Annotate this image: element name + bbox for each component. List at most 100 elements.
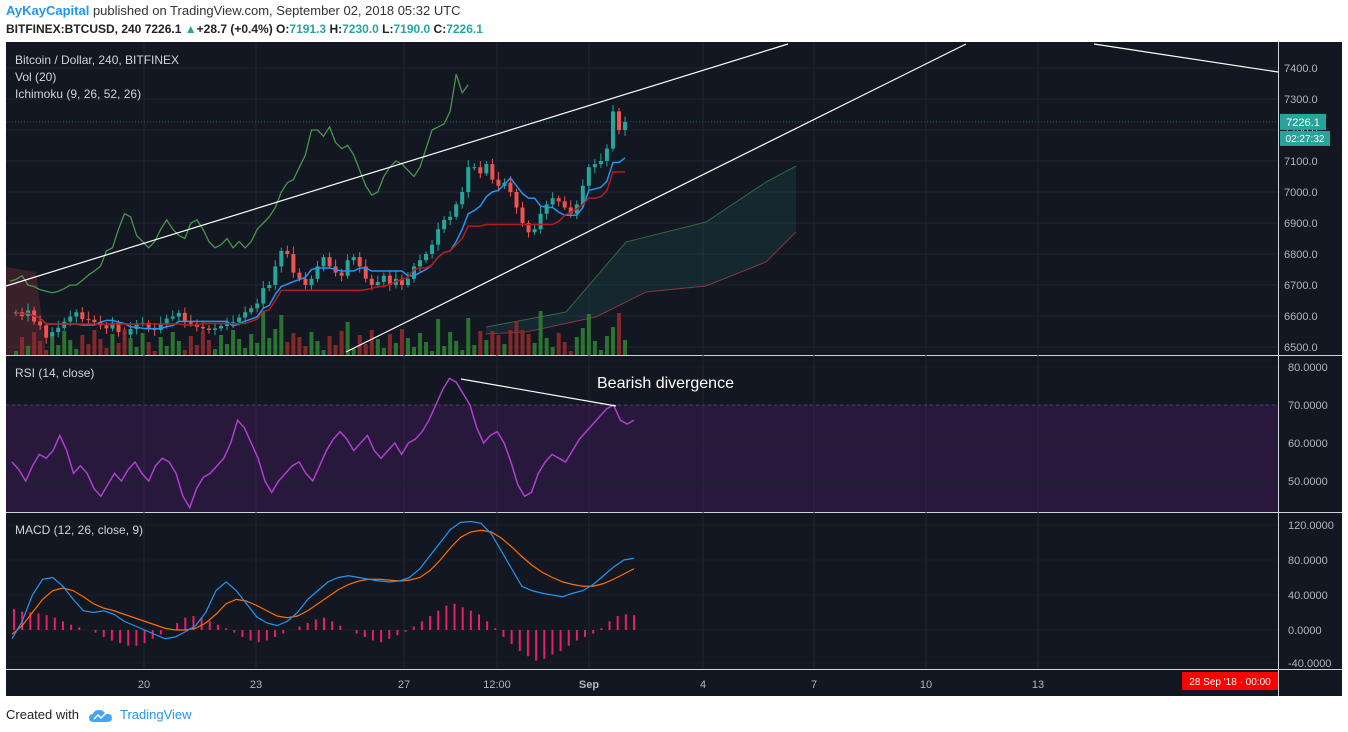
- volume-bar: [231, 330, 236, 355]
- price-tick-label: 7400.0: [1284, 63, 1318, 75]
- volume-bar: [592, 341, 597, 355]
- candle-body: [44, 325, 49, 338]
- volume-bar: [490, 331, 495, 355]
- volume-bar: [164, 346, 169, 355]
- macd-line: [11, 520, 635, 640]
- volume-bar: [140, 333, 145, 355]
- candle-body: [146, 322, 151, 328]
- candle-body: [538, 213, 543, 230]
- countdown-badge: [1280, 130, 1330, 146]
- bearish-divergence-annotation: Bearish divergence: [597, 375, 734, 392]
- candle-body: [92, 319, 97, 323]
- volume-bar: [502, 344, 507, 355]
- volume-bar: [134, 347, 139, 355]
- volume-bar: [116, 343, 121, 355]
- volume-bar: [556, 333, 561, 355]
- candle-body: [279, 250, 284, 267]
- close-value: 7226.1: [446, 22, 483, 36]
- tradingview-cloud-icon: [88, 709, 112, 722]
- x-tick-label: 27: [398, 679, 410, 691]
- last-price: 7226.1: [144, 22, 182, 36]
- candle-body: [212, 328, 217, 330]
- volume-bar: [526, 334, 531, 355]
- volume-bar: [623, 340, 628, 355]
- price-tick-label: 6500.0: [1284, 342, 1318, 354]
- rsi-line: [11, 377, 635, 510]
- candle-body: [249, 308, 254, 313]
- tenkan-line: [15, 157, 626, 330]
- volume-bar: [188, 336, 193, 355]
- volume-bar: [436, 319, 441, 355]
- price-pane-title: Bitcoin / Dollar, 240, BITFINEX: [15, 53, 179, 67]
- volume-indicator-label: Vol (20): [15, 70, 56, 84]
- candle-body: [164, 318, 169, 324]
- volume-bar: [478, 331, 483, 355]
- volume-bar: [267, 338, 272, 355]
- volume-bar: [249, 334, 254, 355]
- date-badge-label: 28 Sep '18 · 00:00: [1189, 677, 1271, 688]
- candle-body: [291, 254, 296, 273]
- candle-body: [285, 250, 290, 254]
- candle-body: [520, 207, 525, 223]
- rsi-band: [6, 405, 1278, 512]
- macd-tick-label: 0.0000: [1288, 625, 1322, 637]
- price-tick-label: 6700.0: [1284, 280, 1318, 292]
- volume-bar: [170, 332, 175, 355]
- triangle-up-icon: ▲: [184, 22, 197, 36]
- volume-bar: [617, 313, 621, 355]
- candle-body: [598, 161, 603, 165]
- volume-bar: [399, 329, 404, 355]
- volume-bar: [550, 347, 555, 355]
- open-label: O:: [276, 22, 290, 36]
- volume-bar: [68, 340, 73, 355]
- candle-body: [206, 328, 211, 330]
- candle-body: [327, 257, 332, 267]
- footer: Created with TradingView: [6, 707, 192, 723]
- candle-body: [363, 266, 368, 279]
- candle-body: [369, 278, 374, 285]
- date-badge: [1182, 672, 1278, 690]
- candle-body: [339, 272, 344, 276]
- volume-bar: [315, 341, 320, 355]
- volume-bar: [158, 337, 163, 355]
- symbol-line: BITFINEX:BTCUSD, 240 7226.1 ▲+28.7 (+0.4…: [6, 22, 483, 36]
- macd-tick-label: -40.0000: [1288, 658, 1331, 670]
- candle-body: [158, 323, 163, 330]
- macd-tick-label: 120.0000: [1288, 520, 1334, 532]
- x-tick-label: 23: [250, 679, 262, 691]
- volume-bar: [20, 337, 25, 355]
- high-label: H:: [329, 22, 343, 36]
- volume-bar: [351, 349, 356, 355]
- volume-bar: [309, 332, 314, 355]
- x-tick-label: 7: [811, 679, 817, 691]
- candle-body: [128, 329, 133, 335]
- candle-body: [405, 278, 410, 285]
- x-tick-label: 20: [138, 679, 150, 691]
- rsi-divergence-line: [460, 378, 617, 407]
- author-name[interactable]: AyKayCapital: [6, 3, 90, 18]
- macd-signal-line: [11, 529, 635, 635]
- candle-body: [472, 167, 477, 169]
- volume-bar: [80, 335, 85, 355]
- volume-bars: [14, 311, 628, 355]
- candle-body: [430, 244, 435, 254]
- volume-bar: [472, 345, 477, 355]
- tradingview-link[interactable]: TradingView: [120, 707, 192, 722]
- volume-bar: [194, 345, 199, 355]
- volume-bar: [484, 340, 489, 355]
- candle-body: [321, 257, 326, 267]
- trading-chart[interactable]: 20 23 27 12:00 Sep 4 7 10 13 28 Sep '18 · 00:00 74…: [6, 42, 1342, 696]
- volume-bar: [104, 348, 109, 355]
- candle-body: [460, 192, 465, 205]
- candle-body: [50, 332, 55, 338]
- volume-bar: [146, 342, 151, 355]
- x-tick-label: 10: [920, 679, 932, 691]
- volume-bar: [514, 321, 519, 355]
- candle-body: [68, 316, 73, 322]
- rsi-tick-label: 60.0000: [1288, 438, 1328, 450]
- candle-body: [484, 164, 489, 174]
- high-value: 7230.0: [342, 22, 379, 36]
- volume-bar: [568, 351, 573, 355]
- volume-bar: [261, 311, 266, 355]
- candle-body: [442, 219, 447, 230]
